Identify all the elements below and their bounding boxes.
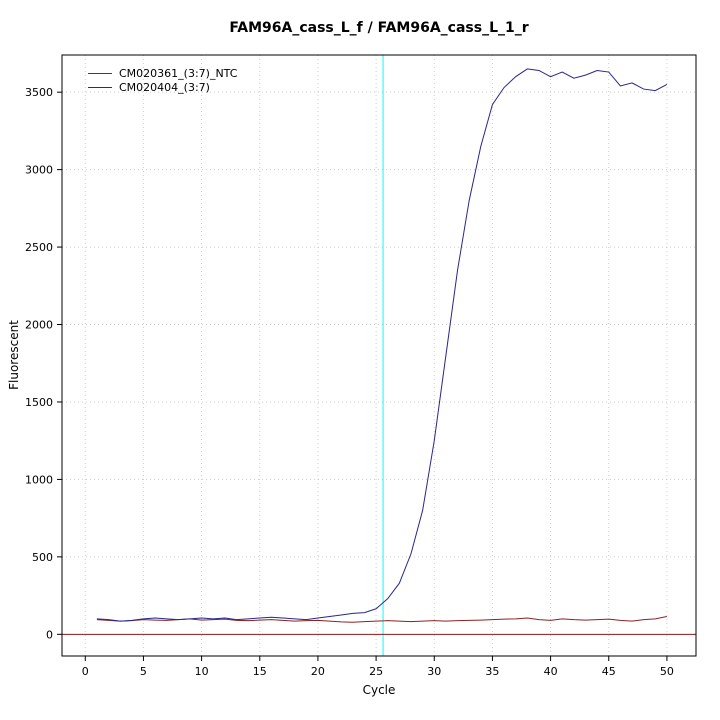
x-tick-label: 20 [311, 665, 325, 678]
legend-label-sample: CM020404_(3:7) [119, 80, 210, 94]
legend-label-ntc: CM020361_(3:7)_NTC [119, 66, 238, 80]
x-tick-label: 5 [140, 665, 147, 678]
x-tick-label: 15 [253, 665, 267, 678]
x-tick-label: 35 [485, 665, 499, 678]
legend-item-ntc: CM020361_(3:7)_NTC [88, 66, 237, 80]
chart-title: FAM96A_cass_L_f / FAM96A_cass_L_1_r [229, 20, 529, 36]
legend-line-swatch-ntc [88, 72, 112, 74]
legend-item-sample: CM020404_(3:7) [88, 80, 237, 94]
y-tick-label: 1000 [25, 473, 53, 486]
y-tick-label: 0 [46, 628, 53, 641]
y-tick-label: 3500 [25, 86, 53, 99]
x-tick-label: 30 [427, 665, 441, 678]
y-tick-label: 2500 [25, 241, 53, 254]
y-axis-label: Fluorescent [7, 320, 21, 390]
x-tick-label: 45 [602, 665, 616, 678]
x-tick-label: 10 [195, 665, 209, 678]
x-axis-label: Cycle [362, 683, 396, 697]
plot-border [61, 54, 697, 657]
legend: CM020361_(3:7)_NTC CM020404_(3:7) [88, 66, 237, 94]
x-tick-label: 40 [544, 665, 558, 678]
series-line-1 [96, 68, 668, 622]
y-tick-label: 3000 [25, 164, 53, 177]
x-tick-label: 0 [82, 665, 89, 678]
y-tick-label: 500 [32, 551, 53, 564]
y-tick-label: 1500 [25, 396, 53, 409]
legend-line-swatch-sample [88, 86, 112, 88]
y-tick-label: 2000 [25, 319, 53, 332]
x-tick-label: 50 [660, 665, 674, 678]
x-tick-label: 25 [369, 665, 383, 678]
